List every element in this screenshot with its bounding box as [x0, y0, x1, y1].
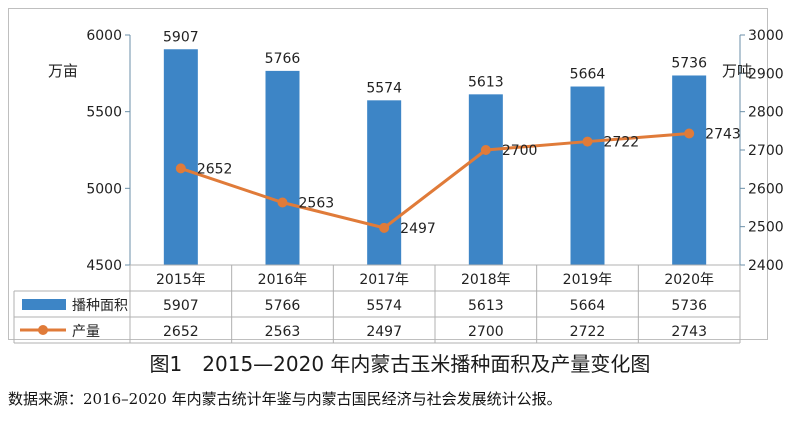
chart-frame: [8, 8, 768, 340]
category-label: 2020年: [664, 272, 714, 288]
line-data-label: 2652: [197, 161, 233, 177]
line-point-output: [379, 222, 390, 233]
bar-data-label: 5907: [163, 29, 199, 45]
left-tick-label: 4500: [86, 258, 122, 274]
table-cell-output: 2497: [366, 324, 402, 340]
line-point-output: [582, 136, 593, 147]
line-data-label: 2743: [705, 127, 741, 143]
right-axis-unit: 万吨: [722, 62, 752, 80]
left-tick-label: 5500: [86, 105, 122, 121]
bar-sown-area: [163, 49, 198, 266]
line-output: [180, 132, 690, 230]
right-tick-label: 2600: [748, 181, 784, 197]
bar-sown-area: [570, 86, 605, 266]
table-cell-output: 2652: [163, 324, 199, 340]
right-tick-label: 2500: [748, 220, 784, 236]
left-tick-label: 5000: [86, 181, 122, 197]
category-label: 2015年: [156, 272, 206, 288]
left-axis-unit: 万亩: [48, 62, 78, 80]
line-point-output: [277, 197, 288, 208]
table-cell-sown-area: 5907: [163, 298, 199, 314]
table-cell-output: 2743: [671, 324, 707, 340]
right-tick-label: 3000: [748, 28, 784, 44]
category-label: 2019年: [563, 272, 613, 288]
table-cell-output: 2722: [570, 324, 606, 340]
bar-data-label: 5574: [366, 80, 402, 96]
bar-sown-area: [265, 70, 300, 265]
line-data-label: 2700: [502, 143, 538, 159]
category-label: 2016年: [258, 272, 308, 288]
legend-label-bar: 播种面积: [72, 298, 128, 314]
category-label: 2018年: [461, 272, 511, 288]
legend-swatch-bar: [22, 299, 66, 310]
table-cell-sown-area: 5766: [265, 298, 301, 314]
table-cell-output: 2563: [265, 324, 301, 340]
bar-data-label: 5664: [570, 67, 606, 83]
legend-label-line: 产量: [72, 324, 100, 340]
line-data-label: 2497: [400, 221, 436, 237]
table-cell-sown-area: 5574: [366, 298, 402, 314]
line-data-label: 2563: [299, 196, 335, 212]
bar-data-label: 5736: [671, 55, 707, 71]
right-tick-label: 2800: [748, 105, 784, 121]
right-tick-label: 2700: [748, 143, 784, 159]
category-label: 2017年: [359, 272, 409, 288]
bar-sown-area: [468, 94, 503, 265]
line-data-label: 2722: [604, 135, 640, 151]
line-point-output: [480, 145, 491, 155]
right-tick-label: 2400: [748, 258, 784, 274]
table-cell-sown-area: 5664: [570, 298, 606, 314]
combo-chart: 4500 5000 5500 6000 2400 2500 2600 2700 2800 2900…: [13, 28, 784, 344]
source-note: 数据来源：2016–2020 年内蒙古统计年鉴与内蒙古国民经济与社会发展统计公报…: [8, 390, 562, 408]
legend-swatch-marker: [38, 325, 48, 335]
right-tick-label: 2900: [748, 66, 784, 82]
bar-data-label: 5766: [265, 51, 301, 67]
figure-caption: 图1 2015—2020 年内蒙古玉米播种面积及产量变化图: [149, 352, 651, 376]
bar-sown-area: [672, 75, 707, 265]
bar-data-label: 5613: [468, 74, 504, 90]
table-cell-output: 2700: [468, 324, 504, 340]
line-point-output: [684, 128, 695, 139]
line-point-output: [175, 163, 186, 174]
bar-sown-area: [367, 100, 402, 265]
table-cell-sown-area: 5736: [671, 298, 707, 314]
left-tick-label: 6000: [86, 28, 122, 44]
table-cell-sown-area: 5613: [468, 298, 504, 314]
